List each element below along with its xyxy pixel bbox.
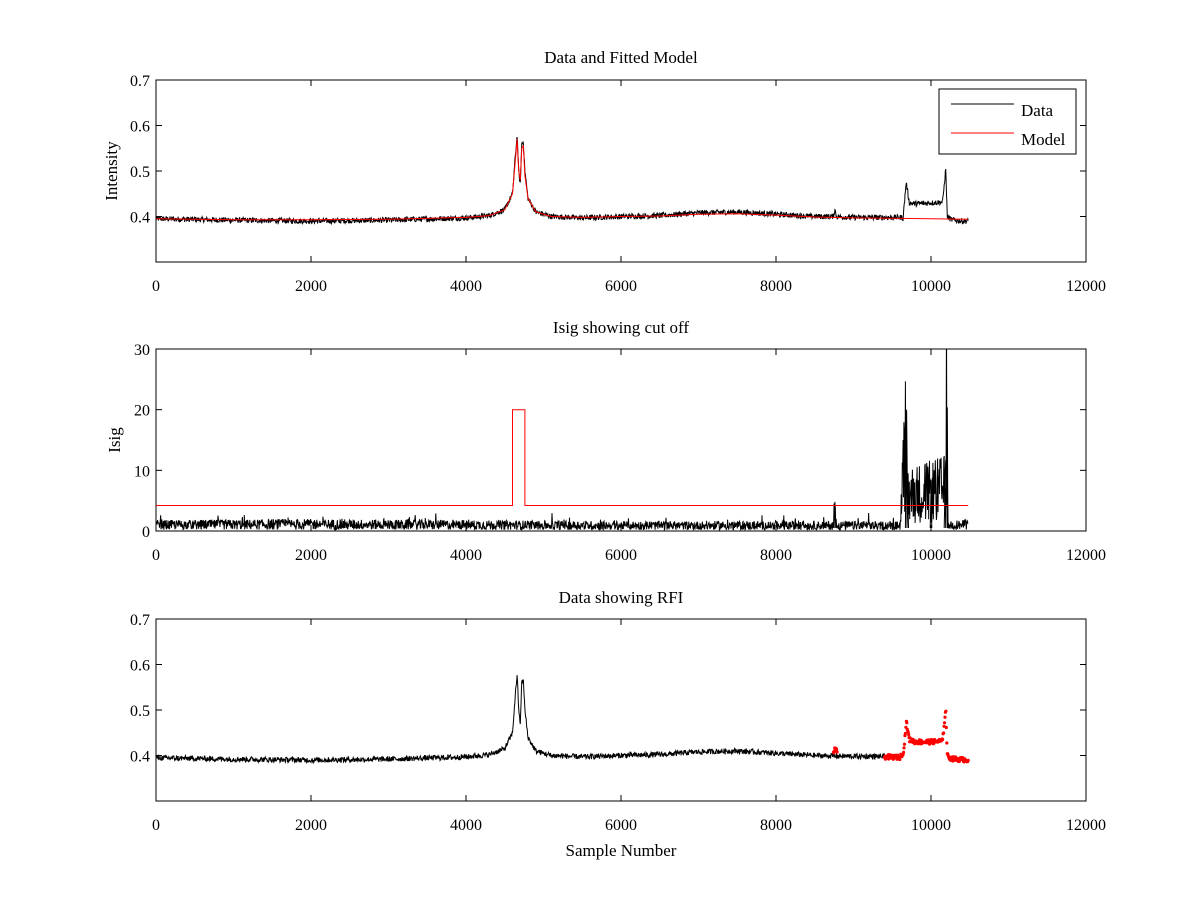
tick-layer-1: 0 2000 4000 6000 8000 10000 12000 0.4 0.5 0.6 0.7 <box>130 73 1106 295</box>
chart-title-2: Isig showing cut off <box>553 318 689 337</box>
x-tick-label: 8000 <box>760 278 792 295</box>
x-tick-label: 6000 <box>605 547 637 564</box>
y-tick-label: 0 <box>142 524 150 541</box>
rfi-point <box>966 758 970 762</box>
x-tick-label: 2000 <box>295 817 327 834</box>
y-tick-label: 30 <box>134 342 150 359</box>
rfi-point <box>902 750 906 755</box>
x-tick-label: 10000 <box>911 547 951 564</box>
rfi-point <box>944 725 948 730</box>
y-tick-label: 10 <box>134 463 150 480</box>
x-tick-label: 12000 <box>1066 278 1106 295</box>
tick-layer-3: 0 2000 4000 6000 8000 10000 12000 0.4 0.5 0.6 0.7 <box>130 612 1106 834</box>
y-tick-label: 0.5 <box>130 703 150 720</box>
legend-box <box>938 88 1077 155</box>
x-tick-label: 4000 <box>450 547 482 564</box>
y-tick-label: 0.6 <box>130 119 150 136</box>
y-tick-label: 0.6 <box>130 658 150 675</box>
x-tick-label: 0 <box>152 547 160 564</box>
x-tick-label: 6000 <box>605 817 637 834</box>
y-tick-label: 0.7 <box>130 73 150 90</box>
rfi-point <box>943 715 947 719</box>
rfi-point <box>944 709 948 713</box>
tick-layer-2: 0 2000 4000 6000 8000 10000 12000 0 10 20 30 <box>134 342 1106 564</box>
x-axis-label-3: Sample Number <box>566 841 677 860</box>
x-tick-label: 4000 <box>450 817 482 834</box>
rfi-point <box>905 721 909 725</box>
legend-label-model: Model <box>1021 130 1066 149</box>
x-tick-label: 10000 <box>911 817 951 834</box>
chart-title-1: Data and Fitted Model <box>544 48 698 67</box>
x-tick-label: 8000 <box>760 817 792 834</box>
panel-1: Data and Fitted Model Intensity 0 2000 400… <box>102 48 1106 295</box>
rfi-point <box>942 731 946 735</box>
x-tick-label: 12000 <box>1066 817 1106 834</box>
series-layer-2 <box>156 349 969 531</box>
y-axis-label-1: Intensity <box>102 141 121 201</box>
x-tick-label: 2000 <box>295 547 327 564</box>
y-tick-label: 0.4 <box>130 749 150 766</box>
legend-label-data: Data <box>1021 101 1054 120</box>
rfi-point <box>902 746 906 750</box>
y-tick-label: 0.5 <box>130 164 150 181</box>
x-tick-label: 0 <box>152 817 160 834</box>
series-line-red <box>156 409 969 506</box>
x-tick-label: 10000 <box>911 278 951 295</box>
x-tick-label: 12000 <box>1066 547 1106 564</box>
x-tick-label: 8000 <box>760 547 792 564</box>
rfi-point <box>906 730 910 734</box>
rfi-point <box>835 750 839 754</box>
x-tick-label: 2000 <box>295 278 327 295</box>
y-axis-label-2: Isig <box>105 427 124 453</box>
x-tick-label: 0 <box>152 278 160 295</box>
rfi-flag-points <box>831 709 970 764</box>
rfi-point <box>942 721 947 725</box>
rfi-point <box>941 737 945 742</box>
series-layer-3 <box>156 675 970 765</box>
series-line-black <box>156 349 969 531</box>
series-line-model <box>156 139 969 221</box>
rfi-point <box>898 757 902 762</box>
rfi-point <box>907 733 911 737</box>
y-tick-label: 0.4 <box>130 210 150 227</box>
series-line-black <box>156 675 885 765</box>
chart-title-3: Data showing RFI <box>559 588 684 607</box>
x-tick-label: 4000 <box>450 278 482 295</box>
panel-3: Data showing RFI Sample Number 0 2000 4000… <box>130 588 1106 860</box>
series-layer-1 <box>156 136 969 226</box>
rfi-point <box>908 736 912 740</box>
rfi-point <box>835 747 839 752</box>
rfi-point <box>902 742 907 746</box>
y-tick-label: 0.7 <box>130 612 150 629</box>
x-tick-label: 6000 <box>605 278 637 295</box>
rfi-point <box>903 731 908 736</box>
rfi-point <box>945 741 949 745</box>
y-tick-label: 20 <box>134 403 150 420</box>
legend: Data Model <box>938 88 1077 155</box>
panel-2: Isig showing cut off Isig 0 2000 4000 6000 8… <box>105 318 1106 564</box>
